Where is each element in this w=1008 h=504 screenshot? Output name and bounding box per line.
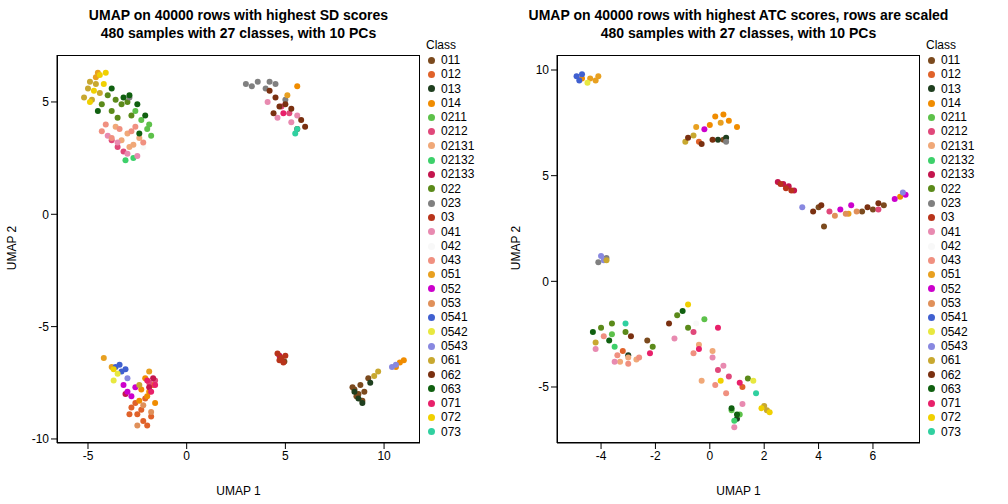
svg-text:-4: -4	[596, 449, 607, 463]
html-text:0541: 0541	[941, 310, 968, 325]
svg-text:5: 5	[42, 95, 49, 109]
html-text:02132: 02132	[941, 153, 975, 168]
html-text:UMAP 1: UMAP 1	[716, 484, 761, 498]
html-text:051: 051	[441, 267, 461, 282]
svg-text:0: 0	[42, 208, 49, 222]
svg-text:-10: -10	[32, 432, 50, 446]
html-text:061: 061	[441, 353, 461, 368]
html-text:051: 051	[941, 267, 961, 282]
html-text:053: 053	[941, 296, 961, 310]
svg-text:-5: -5	[538, 380, 549, 394]
html-text:0543: 0543	[441, 338, 468, 353]
html-text:023: 023	[441, 196, 461, 210]
html-text:071: 071	[441, 396, 461, 411]
svg-text:0: 0	[542, 275, 549, 289]
html-text:014: 014	[941, 95, 961, 110]
html-text:0541: 0541	[441, 310, 468, 325]
svg-text:-2: -2	[650, 449, 661, 463]
html-text:023: 023	[941, 196, 961, 210]
svg-text:6: 6	[870, 449, 877, 463]
html-text:013: 013	[941, 81, 961, 96]
html-text:02133: 02133	[941, 167, 975, 182]
svg-text:5: 5	[542, 169, 549, 183]
html-text:Class: Class	[926, 38, 956, 52]
html-text:072: 072	[941, 410, 961, 425]
html-text:061: 061	[941, 353, 961, 368]
html-text:062: 062	[441, 367, 461, 382]
svg-text:0: 0	[706, 449, 713, 463]
html-text:Class: Class	[426, 38, 456, 52]
html-text:03: 03	[941, 210, 955, 225]
svg-text:10: 10	[377, 449, 391, 463]
svg-text:10: 10	[536, 63, 550, 77]
html-text:042: 042	[441, 238, 461, 253]
html-text:UMAP 1: UMAP 1	[216, 484, 261, 498]
html-text:063: 063	[441, 381, 461, 396]
html-text:043: 043	[441, 253, 461, 268]
html-text:02133: 02133	[441, 167, 475, 182]
html-text:073: 073	[941, 424, 961, 439]
html-text:073: 073	[441, 424, 461, 439]
html-text:011: 011	[441, 53, 461, 67]
html-text:0211: 0211	[441, 110, 467, 125]
html-text:072: 072	[441, 410, 461, 425]
html-text:0542: 0542	[941, 324, 968, 339]
svg-text:2: 2	[761, 449, 768, 463]
html-text:02132: 02132	[441, 153, 475, 168]
html-text:012: 012	[441, 67, 461, 82]
html-text:042: 042	[941, 238, 961, 253]
html-text:0212: 0212	[941, 124, 968, 139]
svg-text:-5: -5	[38, 320, 49, 334]
html-text:043: 043	[941, 253, 961, 268]
html-text:063: 063	[941, 381, 961, 396]
html-text:071: 071	[941, 396, 961, 411]
svg-text:-5: -5	[83, 449, 94, 463]
html-text:013: 013	[441, 81, 461, 96]
html-text:03: 03	[441, 210, 455, 225]
html-text:011: 011	[941, 53, 961, 67]
html-text:0542: 0542	[441, 324, 468, 339]
html-text:0543: 0543	[941, 338, 968, 353]
html-text:480 samples with 27 classes, w: 480 samples with 27 classes, with 10 PCs	[100, 25, 377, 41]
html-text:041: 041	[941, 224, 961, 239]
html-text:053: 053	[441, 296, 461, 310]
html-text:014: 014	[441, 95, 461, 110]
html-text:012: 012	[941, 67, 961, 82]
svg-text:0: 0	[183, 449, 190, 463]
svg-text:5: 5	[282, 449, 289, 463]
html-text:UMAP 2: UMAP 2	[5, 225, 19, 271]
html-text:02131: 02131	[441, 138, 475, 153]
html-text:022: 022	[441, 181, 461, 196]
html-text:062: 062	[941, 367, 961, 382]
html-text:480 samples with 27 classes, w: 480 samples with 27 classes, with 10 PCs	[600, 25, 877, 41]
html-text:0211: 0211	[941, 110, 967, 125]
html-text:UMAP on 40000 rows with highes: UMAP on 40000 rows with highest ATC scor…	[528, 7, 949, 23]
html-text:052: 052	[441, 281, 461, 296]
html-text:UMAP 2: UMAP 2	[509, 225, 523, 271]
html-text:02131: 02131	[941, 138, 975, 153]
svg-text:4: 4	[815, 449, 822, 463]
html-text:022: 022	[941, 181, 961, 196]
html-text:UMAP on 40000 rows with highes: UMAP on 40000 rows with highest SD score…	[88, 7, 389, 23]
html-text:041: 041	[441, 224, 461, 239]
html-text:0212: 0212	[441, 124, 468, 139]
html-text:052: 052	[941, 281, 961, 296]
